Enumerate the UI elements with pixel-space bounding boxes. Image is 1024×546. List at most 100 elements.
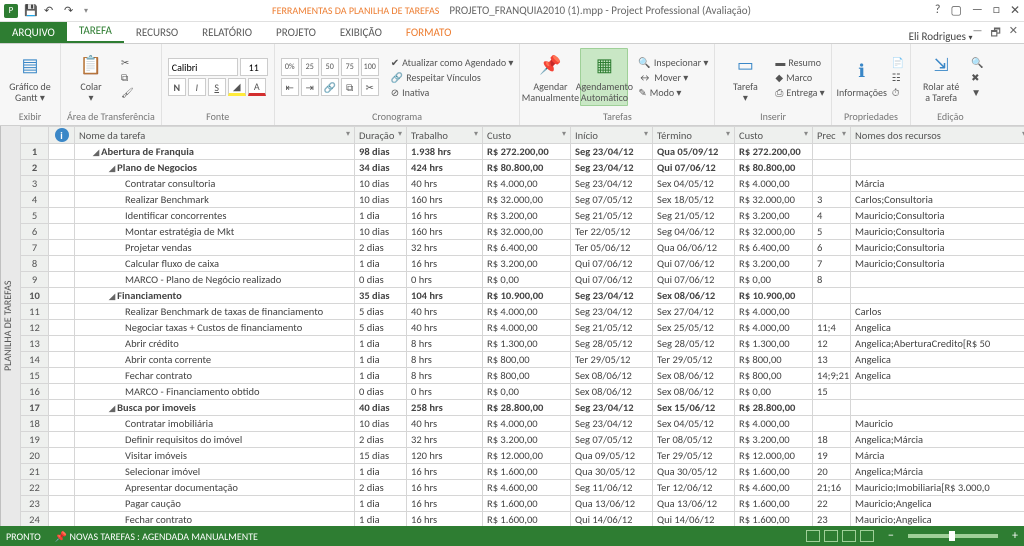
row-number[interactable]: 13 <box>21 336 49 352</box>
table-row[interactable]: 17◢Busca por imoveis40 dias258 hrsR$ 28.… <box>21 400 1024 416</box>
row-number[interactable]: 3 <box>21 176 49 192</box>
zoom-in-icon[interactable]: + <box>1012 529 1018 543</box>
col-name[interactable]: Nome da tarefa▾ <box>75 127 355 144</box>
cell-pred[interactable] <box>813 416 851 432</box>
row-number[interactable]: 9 <box>21 272 49 288</box>
cell-cost[interactable]: R$ 4.000,00 <box>483 176 571 192</box>
cell-cost[interactable]: R$ 4.000,00 <box>483 416 571 432</box>
cell-name[interactable]: Realizar Benchmark de taxas de financiam… <box>75 304 355 320</box>
cell-resources[interactable] <box>851 288 1024 304</box>
cell-duration[interactable]: 0 dias <box>355 384 407 400</box>
table-row[interactable]: 5Identificar concorrentes1 dia16 hrsR$ 3… <box>21 208 1024 224</box>
cell-name[interactable]: Selecionar imóvel <box>75 464 355 480</box>
inspect-button[interactable]: 🔍Inspecionar ▾ <box>638 56 708 69</box>
cell-name[interactable]: Montar estratégia de Mkt <box>75 224 355 240</box>
cell-pred[interactable] <box>813 304 851 320</box>
cell-work[interactable]: 0 hrs <box>407 272 483 288</box>
cell-pred[interactable] <box>813 288 851 304</box>
col-cost[interactable]: Custo▾ <box>483 127 571 144</box>
table-row[interactable]: 21Selecionar imóvel1 dia16 hrsR$ 1.600,0… <box>21 464 1024 480</box>
row-number[interactable]: 1 <box>21 144 49 160</box>
cell-pred[interactable]: 3 <box>813 192 851 208</box>
table-row[interactable]: 3Contratar consultoria10 dias40 hrsR$ 4.… <box>21 176 1024 192</box>
cell-resources[interactable]: Mauricio;Consultoria <box>851 256 1024 272</box>
cell-resources[interactable]: Mauricio;Consultoria <box>851 208 1024 224</box>
cell-work[interactable]: 16 hrs <box>407 480 483 496</box>
cell-work[interactable]: 160 hrs <box>407 192 483 208</box>
milestone-button[interactable]: ◆Marco <box>775 71 824 84</box>
row-number[interactable]: 12 <box>21 320 49 336</box>
link-button[interactable]: 🔗 <box>321 78 339 96</box>
cell-cost2[interactable]: R$ 1.300,00 <box>735 336 813 352</box>
cell-work[interactable]: 16 hrs <box>407 512 483 527</box>
cell-name[interactable]: Contratar consultoria <box>75 176 355 192</box>
row-number[interactable]: 22 <box>21 480 49 496</box>
cell-name[interactable]: ◢Financiamento <box>75 288 355 304</box>
fill-button[interactable]: ▼ <box>971 86 983 99</box>
cell-pred[interactable]: 21;16 <box>813 480 851 496</box>
fill-color-button[interactable]: ◢ <box>228 78 246 96</box>
cell-duration[interactable]: 1 dia <box>355 496 407 512</box>
cell-info[interactable] <box>49 480 75 496</box>
clear-button[interactable]: ✖ <box>971 71 983 84</box>
view-shortcuts[interactable] <box>806 530 874 542</box>
cell-cost2[interactable]: R$ 0,00 <box>735 384 813 400</box>
cell-work[interactable]: 16 hrs <box>407 496 483 512</box>
cell-work[interactable]: 40 hrs <box>407 304 483 320</box>
cell-name[interactable]: Definir requisitos do imóvel <box>75 432 355 448</box>
cell-duration[interactable]: 10 dias <box>355 224 407 240</box>
font-family-select[interactable] <box>168 58 238 76</box>
cell-info[interactable] <box>49 496 75 512</box>
row-number[interactable]: 16 <box>21 384 49 400</box>
mark-on-track-button[interactable]: ✔Atualizar como Agendado ▾ <box>391 56 514 69</box>
cell-name[interactable]: Visitar imóveis <box>75 448 355 464</box>
cell-cost[interactable]: R$ 0,00 <box>483 384 571 400</box>
unlink-button[interactable]: ⧉ <box>341 78 359 96</box>
cell-cost2[interactable]: R$ 800,00 <box>735 352 813 368</box>
cell-info[interactable] <box>49 144 75 160</box>
cell-info[interactable] <box>49 432 75 448</box>
row-number[interactable]: 2 <box>21 160 49 176</box>
table-row[interactable]: 6Montar estratégia de Mkt10 dias160 hrsR… <box>21 224 1024 240</box>
tab-relatorio[interactable]: RELATÓRIO <box>190 22 264 43</box>
cell-cost[interactable]: R$ 800,00 <box>483 368 571 384</box>
cell-finish[interactable]: Ter 12/06/12 <box>653 480 735 496</box>
cell-duration[interactable]: 40 dias <box>355 400 407 416</box>
cell-resources[interactable] <box>851 384 1024 400</box>
cell-work[interactable]: 32 hrs <box>407 432 483 448</box>
split-button[interactable]: ✂ <box>361 78 379 96</box>
cell-name[interactable]: ◢Abertura de Franquia <box>75 144 355 160</box>
cell-cost2[interactable]: R$ 272.200,00 <box>735 144 813 160</box>
cell-resources[interactable]: Angelica;AberturaCredito[R$ 50 <box>851 336 1024 352</box>
cell-cost[interactable]: R$ 1.600,00 <box>483 512 571 527</box>
cell-start[interactable]: Seg 21/05/12 <box>571 320 653 336</box>
cell-work[interactable]: 8 hrs <box>407 368 483 384</box>
table-row[interactable]: 13Abrir crédito1 dia8 hrsR$ 1.300,00Seg … <box>21 336 1024 352</box>
cell-finish[interactable]: Sex 08/06/12 <box>653 288 735 304</box>
cell-cost[interactable]: R$ 6.400,00 <box>483 240 571 256</box>
cell-duration[interactable]: 1 dia <box>355 256 407 272</box>
cell-name[interactable]: Fechar contrato <box>75 512 355 527</box>
cell-pred[interactable] <box>813 144 851 160</box>
tab-projeto[interactable]: PROJETO <box>264 22 328 43</box>
information-button[interactable]: ℹ Informações <box>838 57 886 98</box>
cell-start[interactable]: Qui 07/06/12 <box>571 256 653 272</box>
task-grid[interactable]: i Nome da tarefa▾ Duração▾ Trabalho▾ Cus… <box>20 126 1024 526</box>
cell-cost2[interactable]: R$ 1.600,00 <box>735 512 813 527</box>
cell-pred[interactable]: 7 <box>813 256 851 272</box>
cell-work[interactable]: 8 hrs <box>407 336 483 352</box>
status-new-tasks[interactable]: 📌 NOVAS TAREFAS : AGENDADA MANUALMENTE <box>55 530 258 543</box>
cell-start[interactable]: Qua 09/05/12 <box>571 448 653 464</box>
maximize-icon[interactable]: □ <box>993 3 1000 18</box>
cell-name[interactable]: ◢Plano de Negocios <box>75 160 355 176</box>
cell-work[interactable]: 40 hrs <box>407 416 483 432</box>
cell-duration[interactable]: 10 dias <box>355 416 407 432</box>
cell-cost[interactable]: R$ 3.200,00 <box>483 432 571 448</box>
cell-duration[interactable]: 1 dia <box>355 208 407 224</box>
minimize-icon[interactable]: — <box>972 3 983 18</box>
cell-finish[interactable]: Qua 13/06/12 <box>653 496 735 512</box>
cell-finish[interactable]: Seg 28/05/12 <box>653 336 735 352</box>
cell-work[interactable]: 424 hrs <box>407 160 483 176</box>
cell-start[interactable]: Seg 23/04/12 <box>571 176 653 192</box>
col-work[interactable]: Trabalho▾ <box>407 127 483 144</box>
